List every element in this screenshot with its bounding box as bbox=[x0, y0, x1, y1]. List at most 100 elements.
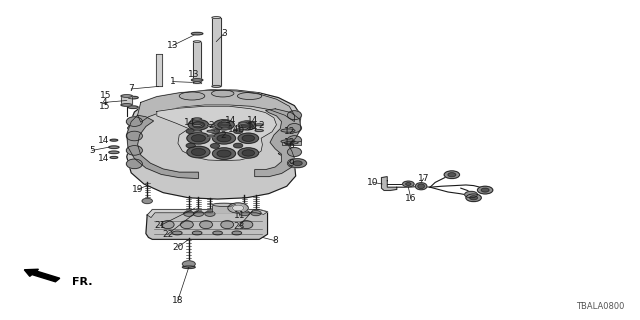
Ellipse shape bbox=[109, 151, 119, 154]
Ellipse shape bbox=[281, 129, 295, 132]
Ellipse shape bbox=[255, 124, 264, 126]
Ellipse shape bbox=[128, 96, 138, 99]
Polygon shape bbox=[127, 115, 198, 179]
Ellipse shape bbox=[121, 95, 132, 97]
Circle shape bbox=[182, 261, 195, 267]
Text: 14: 14 bbox=[98, 154, 109, 163]
Text: 15: 15 bbox=[99, 102, 110, 111]
Circle shape bbox=[239, 211, 250, 216]
Ellipse shape bbox=[287, 136, 301, 145]
Text: 13: 13 bbox=[188, 70, 199, 79]
Ellipse shape bbox=[161, 221, 174, 228]
Circle shape bbox=[242, 150, 255, 156]
FancyBboxPatch shape bbox=[282, 141, 301, 145]
Text: 8: 8 bbox=[273, 236, 278, 245]
Circle shape bbox=[466, 194, 481, 202]
Circle shape bbox=[234, 129, 243, 133]
Text: 14: 14 bbox=[184, 118, 196, 127]
Circle shape bbox=[217, 150, 231, 157]
Text: 20: 20 bbox=[172, 243, 184, 252]
Text: 12: 12 bbox=[284, 127, 296, 136]
Ellipse shape bbox=[128, 106, 138, 108]
Circle shape bbox=[234, 143, 243, 148]
Ellipse shape bbox=[193, 130, 202, 132]
Circle shape bbox=[481, 188, 489, 192]
Ellipse shape bbox=[193, 41, 201, 43]
Ellipse shape bbox=[109, 146, 119, 148]
Ellipse shape bbox=[193, 124, 202, 126]
Text: 9: 9 bbox=[289, 159, 294, 168]
Ellipse shape bbox=[255, 130, 264, 132]
Circle shape bbox=[192, 122, 205, 128]
Ellipse shape bbox=[110, 156, 118, 158]
Ellipse shape bbox=[221, 221, 234, 228]
Text: 6: 6 bbox=[289, 141, 294, 150]
Ellipse shape bbox=[232, 231, 242, 235]
Polygon shape bbox=[381, 177, 397, 190]
Circle shape bbox=[465, 191, 477, 198]
Circle shape bbox=[212, 132, 236, 144]
Text: 14: 14 bbox=[98, 136, 109, 145]
Ellipse shape bbox=[211, 90, 234, 97]
Circle shape bbox=[448, 173, 456, 177]
Circle shape bbox=[212, 148, 236, 159]
Ellipse shape bbox=[221, 120, 230, 123]
Ellipse shape bbox=[191, 32, 203, 35]
Text: 1: 1 bbox=[170, 77, 175, 86]
Ellipse shape bbox=[287, 159, 301, 168]
Circle shape bbox=[205, 211, 215, 216]
Polygon shape bbox=[147, 210, 268, 218]
Ellipse shape bbox=[287, 124, 301, 132]
Ellipse shape bbox=[193, 82, 201, 83]
Text: 23: 23 bbox=[233, 222, 244, 231]
Circle shape bbox=[187, 146, 210, 158]
Text: 5: 5 bbox=[90, 146, 95, 155]
Polygon shape bbox=[146, 210, 268, 239]
Polygon shape bbox=[138, 90, 294, 122]
Circle shape bbox=[188, 120, 209, 130]
Text: 14: 14 bbox=[225, 116, 236, 125]
Text: 21: 21 bbox=[154, 221, 166, 230]
Ellipse shape bbox=[281, 140, 295, 143]
Text: 4: 4 bbox=[102, 98, 107, 107]
Ellipse shape bbox=[179, 92, 205, 100]
Text: FR.: FR. bbox=[72, 276, 92, 287]
Circle shape bbox=[187, 132, 210, 144]
Ellipse shape bbox=[212, 85, 221, 87]
Circle shape bbox=[193, 211, 204, 216]
Ellipse shape bbox=[193, 118, 202, 120]
Ellipse shape bbox=[173, 231, 182, 235]
FancyArrow shape bbox=[24, 269, 60, 282]
Ellipse shape bbox=[237, 92, 262, 100]
Ellipse shape bbox=[182, 266, 195, 268]
Circle shape bbox=[406, 183, 411, 185]
Circle shape bbox=[444, 171, 460, 179]
Circle shape bbox=[242, 135, 255, 141]
Ellipse shape bbox=[284, 141, 298, 144]
Text: 15: 15 bbox=[100, 92, 111, 100]
Ellipse shape bbox=[191, 79, 203, 81]
Circle shape bbox=[214, 120, 234, 130]
Text: 18: 18 bbox=[172, 296, 184, 305]
Text: 2: 2 bbox=[209, 121, 214, 130]
Ellipse shape bbox=[180, 221, 193, 228]
Text: 7: 7 bbox=[129, 84, 134, 93]
Circle shape bbox=[218, 122, 230, 128]
Circle shape bbox=[184, 211, 194, 216]
Ellipse shape bbox=[127, 146, 143, 155]
Circle shape bbox=[251, 211, 261, 216]
Ellipse shape bbox=[287, 111, 301, 120]
Ellipse shape bbox=[415, 183, 427, 190]
Circle shape bbox=[238, 133, 259, 143]
Ellipse shape bbox=[418, 184, 424, 188]
Circle shape bbox=[403, 181, 414, 187]
Circle shape bbox=[289, 159, 307, 168]
Circle shape bbox=[186, 143, 195, 148]
Text: 2: 2 bbox=[259, 121, 264, 130]
Circle shape bbox=[211, 144, 220, 148]
Polygon shape bbox=[127, 90, 301, 199]
Text: 14: 14 bbox=[247, 116, 259, 125]
Circle shape bbox=[228, 203, 248, 213]
Polygon shape bbox=[157, 106, 276, 161]
Circle shape bbox=[191, 135, 205, 142]
